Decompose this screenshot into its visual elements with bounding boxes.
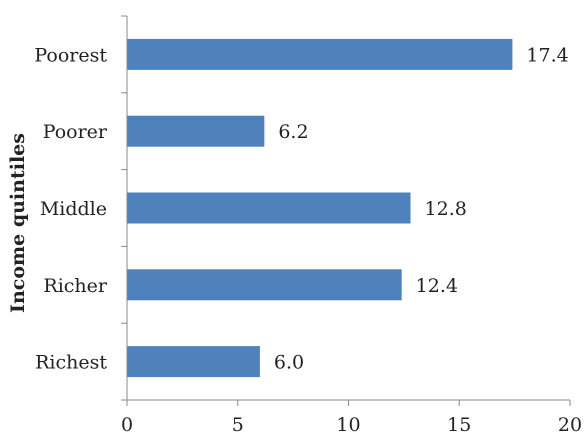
data-label-poorest: 17.4 xyxy=(526,44,568,66)
category-label-middle: Middle xyxy=(40,198,107,220)
data-label-poorer: 6.2 xyxy=(278,121,308,143)
bar-poorer xyxy=(127,115,265,147)
category-labels-group: Poorest Poorer Middle Richer Richest xyxy=(34,44,108,373)
x-tick-labels-group: 0 5 10 15 20 xyxy=(121,414,582,436)
data-label-middle: 12.8 xyxy=(425,198,467,220)
x-tick-label: 15 xyxy=(447,414,471,436)
x-axis-ticks xyxy=(126,400,571,406)
x-tick-label: 10 xyxy=(336,414,360,436)
bar-poorest xyxy=(127,38,513,70)
category-label-poorest: Poorest xyxy=(34,44,107,66)
category-label-richest: Richest xyxy=(35,352,107,374)
y-axis-ticks xyxy=(121,15,127,401)
data-label-richer: 12.4 xyxy=(416,275,458,297)
data-labels-group: 17.4 6.2 12.8 12.4 6.0 xyxy=(274,44,569,373)
bars-group xyxy=(127,38,513,378)
x-tick-label: 5 xyxy=(232,414,244,436)
bar-middle xyxy=(127,192,411,224)
bar-richer xyxy=(127,269,402,301)
bar-richest xyxy=(127,346,260,378)
x-tick-label: 0 xyxy=(121,414,133,436)
data-label-richest: 6.0 xyxy=(274,352,304,374)
category-label-richer: Richer xyxy=(43,275,108,297)
y-axis-title: Income quintiles xyxy=(7,133,29,313)
x-tick-label: 20 xyxy=(558,414,582,436)
category-label-poorer: Poorer xyxy=(43,121,108,143)
